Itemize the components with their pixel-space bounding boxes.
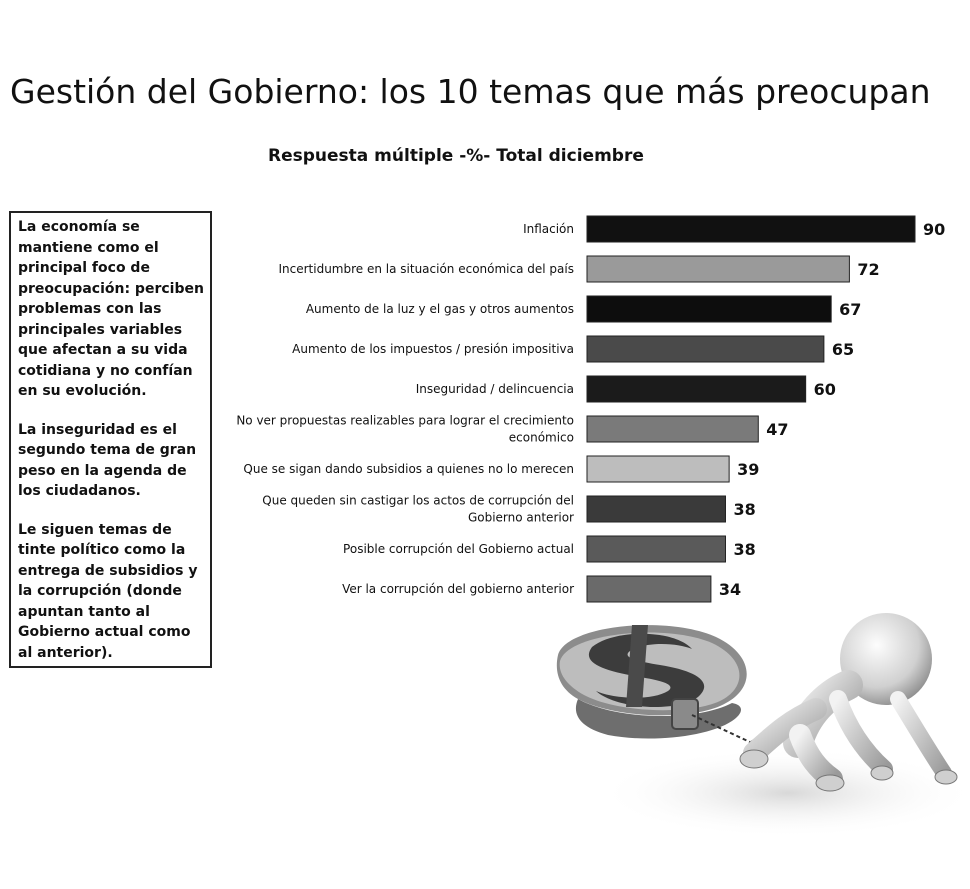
bar	[586, 575, 712, 603]
bar	[586, 295, 832, 323]
category-label: Incertidumbre en la situación económica …	[278, 262, 574, 276]
category-label: Aumento de la luz y el gas y otros aumen…	[306, 302, 574, 316]
value-label: 60	[814, 380, 836, 399]
value-label: 38	[733, 500, 755, 519]
commentary-paragraph: Le siguen temas de tinte político como l…	[18, 521, 198, 661]
bar	[586, 375, 807, 403]
dollar-sign-icon	[556, 625, 747, 739]
bar-chart: Inflación 90 Incertidumbre en la situación…	[236, 215, 945, 603]
illustration	[556, 613, 970, 838]
category-label: Aumento de los impuestos / presión impos…	[292, 342, 574, 356]
bar	[586, 495, 726, 523]
value-label: 47	[766, 420, 788, 439]
category-label: Que se sigan dando subsidios a quienes n…	[243, 462, 574, 476]
category-label: No ver propuestas realizables para logra…	[236, 414, 574, 445]
bar	[586, 415, 759, 443]
bar	[586, 335, 825, 363]
value-label: 90	[923, 220, 945, 239]
category-label: Posible corrupción del Gobierno actual	[343, 542, 574, 556]
category-label: Inseguridad / delincuencia	[416, 382, 574, 396]
category-label: Ver la corrupción del gobierno anterior	[342, 582, 574, 596]
bar	[586, 255, 850, 283]
commentary-box: La economía se mantiene como el principa…	[9, 211, 212, 668]
value-label: 39	[737, 460, 759, 479]
bar	[586, 455, 730, 483]
value-label: 72	[857, 260, 879, 279]
commentary-paragraph: La inseguridad es el segundo tema de gra…	[18, 421, 197, 500]
value-label: 65	[832, 340, 854, 359]
value-label: 67	[839, 300, 861, 319]
bar	[586, 535, 726, 563]
page-title: Gestión del Gobierno: los 10 temas que m…	[10, 72, 931, 111]
category-label: Inflación	[523, 222, 574, 236]
value-label: 38	[733, 540, 755, 559]
category-label: Que queden sin castigar los actos de cor…	[262, 494, 574, 525]
stick-figure-icon	[739, 613, 958, 792]
commentary-paragraph: La economía se mantiene como el principa…	[18, 219, 204, 399]
value-label: 34	[719, 580, 741, 599]
bar	[586, 215, 916, 243]
chart-subtitle: Respuesta múltiple -%- Total diciembre	[268, 146, 644, 166]
